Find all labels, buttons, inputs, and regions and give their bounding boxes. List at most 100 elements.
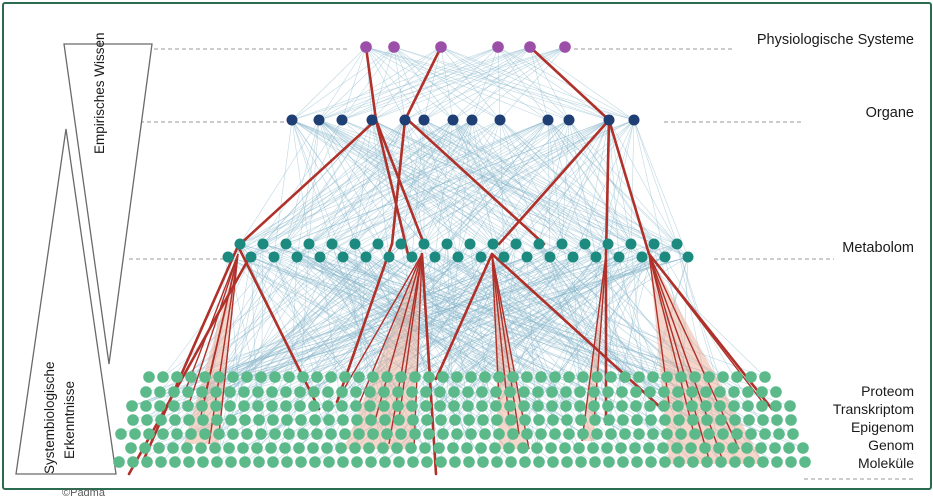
molecule-node — [743, 456, 755, 468]
molecule-node — [407, 414, 419, 426]
thin-edge — [423, 119, 501, 245]
label-systembiologische: Systembiologische — [42, 361, 57, 474]
molecule-node — [241, 428, 253, 440]
thin-edge — [452, 46, 566, 121]
thin-edge — [239, 119, 549, 245]
molecule-node — [183, 456, 195, 468]
molecule-node — [420, 400, 432, 412]
metabolom-node — [556, 238, 568, 250]
molecule-node — [491, 456, 503, 468]
thin-edge — [630, 243, 652, 463]
red-pathway — [236, 118, 378, 248]
thin-edge — [371, 46, 499, 121]
thin-edge — [495, 243, 632, 407]
molecule-node — [154, 400, 166, 412]
thin-edge — [653, 243, 679, 393]
thin-edge — [526, 119, 610, 258]
thin-edge — [384, 256, 390, 463]
molecule-node — [631, 414, 643, 426]
red-pathway — [528, 45, 611, 122]
molecule-node — [619, 371, 631, 383]
organ-node — [494, 114, 506, 126]
thin-edge — [496, 256, 620, 463]
molecule-node — [309, 456, 321, 468]
metabolom-node — [303, 238, 315, 250]
organ-node — [466, 114, 478, 126]
molecule-node — [154, 386, 166, 398]
molecule-node — [434, 386, 446, 398]
thin-edge — [457, 256, 570, 378]
thin-edge — [499, 119, 655, 245]
molecule-node — [393, 414, 405, 426]
molecule-node — [715, 456, 727, 468]
thin-edge — [319, 119, 570, 258]
molecule-node — [323, 414, 335, 426]
thin-edge — [452, 119, 597, 258]
molecule-node — [336, 386, 348, 398]
molecule-node — [630, 400, 642, 412]
thin-edge — [365, 46, 549, 121]
molecule-node — [574, 386, 586, 398]
molecule-node — [489, 442, 501, 454]
molecule-node — [237, 442, 249, 454]
molecule-node — [661, 371, 673, 383]
molecule-node — [364, 386, 376, 398]
thin-edge — [273, 119, 373, 258]
thin-edge — [300, 256, 482, 463]
thin-edge — [452, 119, 574, 258]
molecule-node — [225, 456, 237, 468]
molecule-node — [633, 371, 645, 383]
metabolom-node — [314, 251, 326, 263]
red-pathway — [647, 252, 774, 411]
organ-node — [447, 114, 459, 126]
molecule-node — [703, 428, 715, 440]
thin-edge — [296, 119, 570, 258]
molecule-node — [308, 400, 320, 412]
thin-edge — [572, 256, 735, 393]
molecule-node — [227, 371, 239, 383]
metabolom-node — [602, 238, 614, 250]
thin-edge — [595, 119, 635, 258]
molecule-node — [364, 400, 376, 412]
thin-edge — [549, 256, 640, 378]
molecule-node — [589, 456, 601, 468]
molecule-node — [393, 456, 405, 468]
thin-edge — [200, 243, 609, 449]
molecule-node — [602, 386, 614, 398]
thin-edge — [471, 46, 531, 121]
red-edge — [648, 253, 710, 460]
thin-edge — [308, 119, 406, 245]
thin-edge — [243, 256, 689, 393]
organ-node — [286, 114, 298, 126]
molecule-node — [353, 371, 365, 383]
thin-edge — [423, 119, 459, 258]
molecule-node — [463, 414, 475, 426]
red-pathway — [607, 118, 651, 256]
thin-edge — [319, 256, 470, 463]
molecule-node — [727, 442, 739, 454]
molecule-node — [616, 386, 628, 398]
molecule-node — [643, 442, 655, 454]
thin-edge — [411, 256, 512, 463]
molecule-node — [157, 428, 169, 440]
molecule-node — [294, 400, 306, 412]
thin-edge — [471, 119, 689, 258]
molecule-node — [588, 400, 600, 412]
molecule-node — [742, 400, 754, 412]
molecule-node — [449, 456, 461, 468]
thin-edge — [471, 119, 643, 258]
molecule-node — [504, 386, 516, 398]
metabolom-node — [337, 251, 349, 263]
molecule-node — [223, 442, 235, 454]
metabolom-node — [636, 251, 648, 263]
molecule-node — [421, 456, 433, 468]
physiological-system-node — [492, 41, 504, 53]
molecule-node — [349, 442, 361, 454]
molecule-node — [266, 400, 278, 412]
thin-edge — [227, 119, 549, 258]
thin-edge — [274, 256, 390, 435]
thin-edge — [239, 119, 454, 245]
thin-edge — [371, 119, 402, 245]
molecule-node — [715, 414, 727, 426]
organ-node — [313, 114, 325, 126]
